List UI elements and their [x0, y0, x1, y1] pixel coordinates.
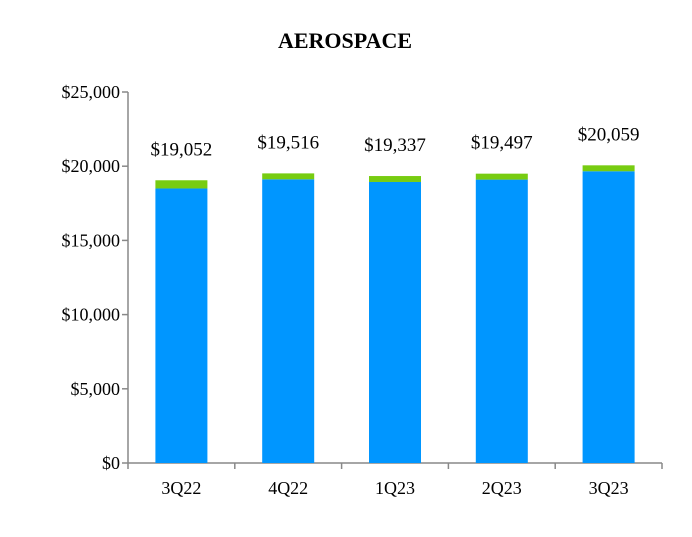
bar-segment-2Q23-1 [475, 173, 528, 180]
y-tick-label: $25,000 [62, 82, 121, 102]
bar-segment-3Q22-0 [155, 188, 208, 463]
x-tick-label: 4Q22 [268, 478, 308, 498]
bar-segment-4Q22-0 [262, 179, 315, 464]
total-label: $19,052 [151, 139, 213, 160]
chart-title: AEROSPACE [278, 28, 412, 53]
bar-segment-2Q23-0 [475, 179, 528, 463]
y-tick-label: $0 [102, 453, 120, 473]
bar-segment-1Q23-0 [369, 181, 421, 463]
total-label: $20,059 [578, 124, 640, 145]
y-tick-label: $15,000 [62, 230, 121, 250]
x-tick-label: 2Q23 [482, 478, 522, 498]
bar-segment-3Q23-0 [582, 171, 635, 463]
x-tick-label: 1Q23 [375, 478, 415, 498]
bar-segment-1Q23-1 [369, 176, 421, 182]
bar-segment-3Q23-1 [582, 165, 635, 172]
bar-segment-4Q22-1 [262, 173, 315, 180]
x-tick-label: 3Q23 [589, 478, 629, 498]
total-label: $19,516 [257, 132, 319, 153]
bar-segment-3Q22-1 [155, 180, 208, 189]
total-label: $19,497 [471, 133, 533, 154]
y-tick-label: $20,000 [62, 156, 121, 176]
y-tick-label: $10,000 [62, 305, 121, 325]
x-tick-label: 3Q22 [161, 478, 201, 498]
y-tick-label: $5,000 [71, 379, 121, 399]
total-label: $19,337 [364, 135, 426, 156]
